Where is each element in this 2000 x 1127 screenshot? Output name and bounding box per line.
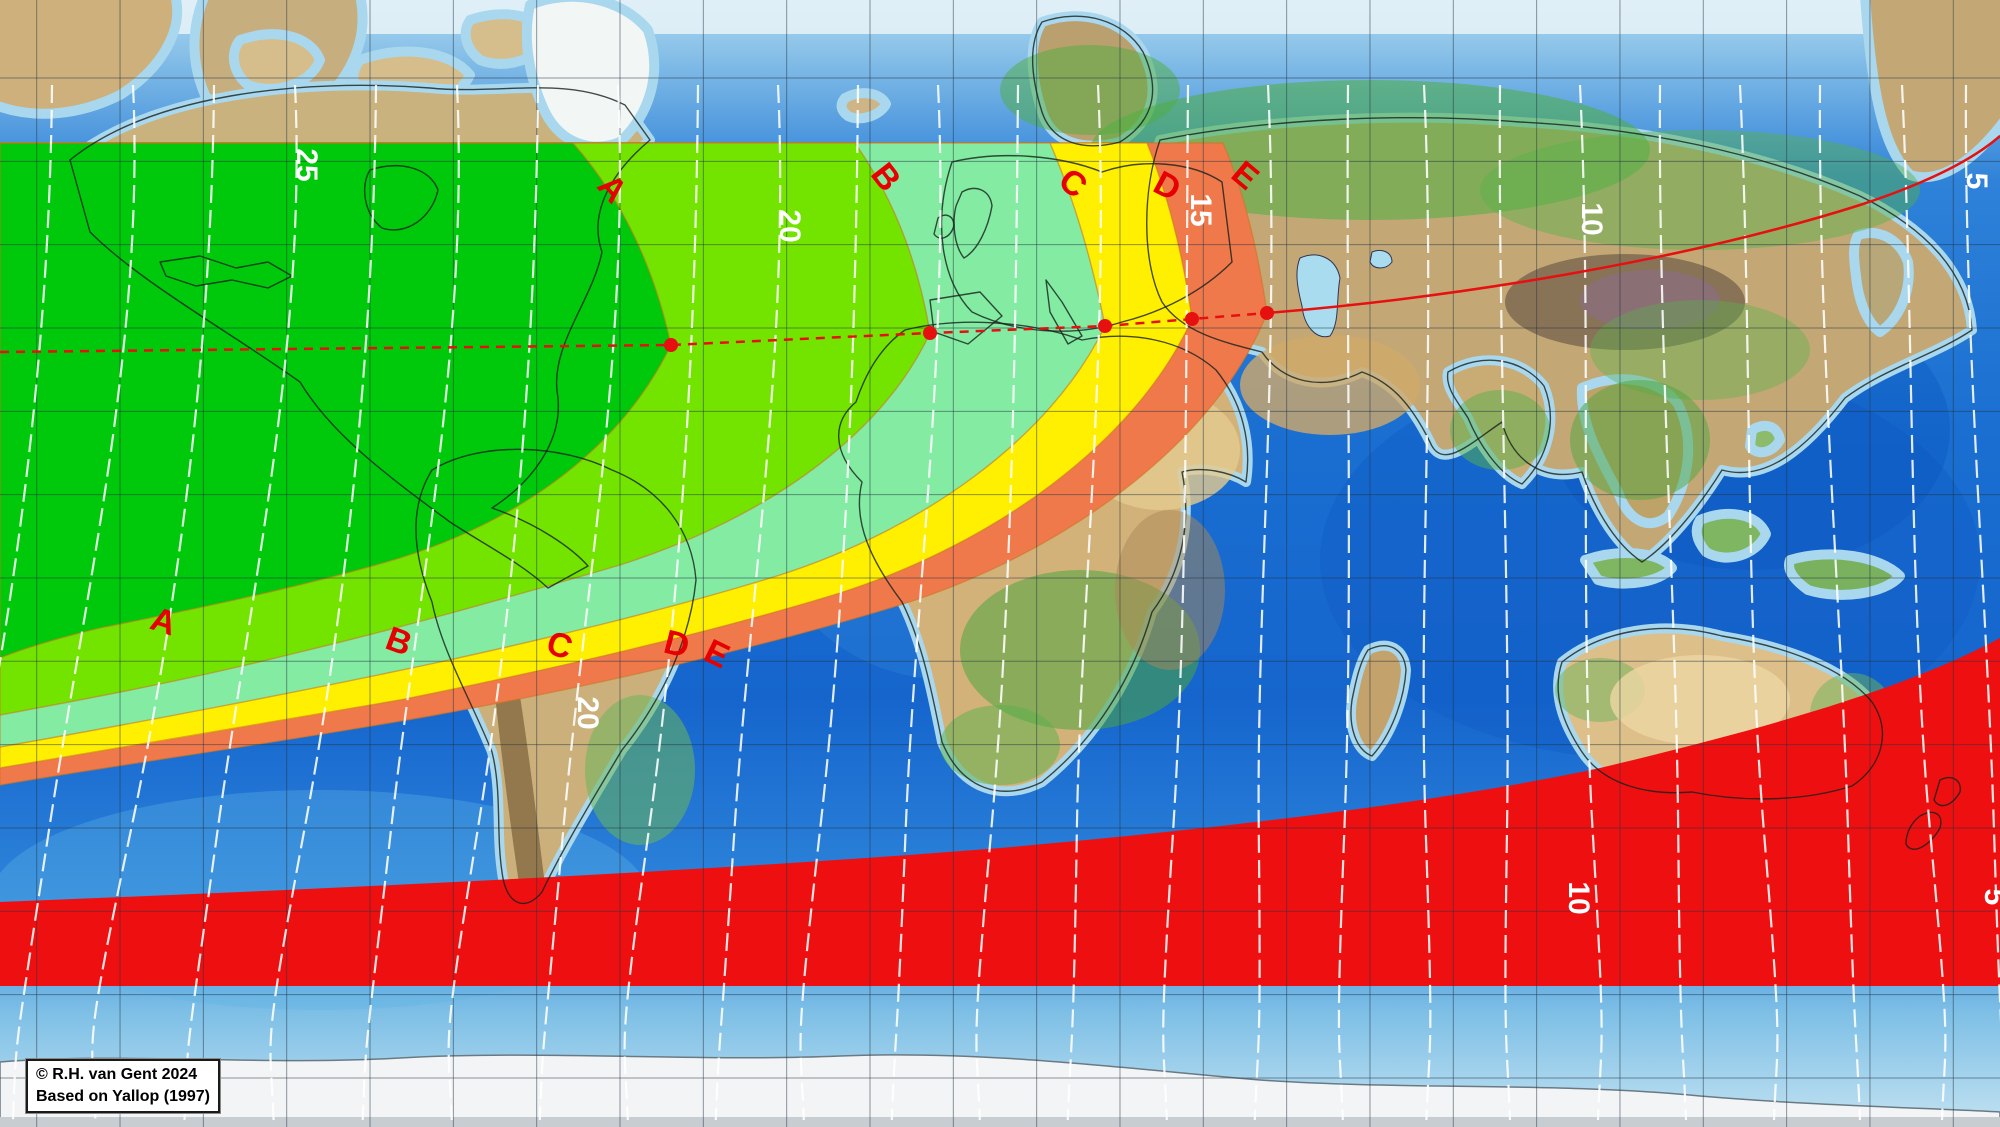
contour-label-15-top: 15 [1184,193,1217,226]
contour-label-10-top: 10 [1575,202,1608,235]
contour-line [1498,84,1512,1121]
contour-line [538,84,622,1121]
zone-vertex-dot [1185,312,1199,326]
contour-line [1162,84,1190,1121]
contour-label-10-bottom: 10 [1562,881,1595,914]
contour-line [447,84,540,1121]
zone-vertex-dot [664,338,678,352]
contour-line [890,84,942,1121]
contour-line [1738,84,1779,1121]
contour-line [1900,84,1947,1121]
contour-line [799,84,860,1121]
credit-line-2: Based on Yallop (1997) [36,1087,210,1105]
contour-label-25-top: 25 [290,148,323,181]
contour-line [1964,84,2000,1024]
land-indonesia [1580,548,1677,589]
land-philippines [1745,420,1785,458]
contour-line [975,84,1020,1121]
coastline-overlay [69,15,1973,904]
land-greenland [521,0,660,152]
contour-line [0,84,54,669]
credit-box: © R.H. van Gent 2024 Based on Yallop (19… [26,1059,220,1114]
contour-line [1066,84,1102,1121]
contour-line [183,84,298,1121]
contour-line [269,84,378,1121]
contour-line [1818,84,1862,1121]
zone-vertex-dot [923,326,937,340]
land-kamchatka [1860,0,2000,183]
antarctica-layer [0,1054,2000,1127]
zone-vertex-dot [1098,319,1112,333]
contour-line [361,84,460,1121]
contour-line [714,84,782,1121]
caspian-sea [1296,254,1341,338]
land-new-guinea [1784,549,1905,600]
land-japan [1849,228,1914,337]
land-borneo [1691,508,1771,563]
contour-value-labels: 25 20 15 10 5 20 10 5 [290,148,2000,914]
best-time-line [0,135,2000,354]
zone-vertex-dots [664,306,1274,352]
visibility-zones [0,142,1268,786]
contour-label-20-bottom: 20 [571,696,604,729]
contour-label-5-bottom: 5 [1978,889,2000,906]
contour-line [1253,84,1273,1121]
aral-sea [1369,249,1393,269]
contour-line [11,84,136,1121]
contour-line [1658,84,1688,1121]
zone-vertex-dot [1260,306,1274,320]
contour-line [1578,84,1603,1121]
land-arctic-islands [228,29,325,94]
contour-lines [0,84,2000,1121]
contour-line [1337,84,1350,1121]
best-time-line-dashed [0,311,1268,354]
land-iceland [836,88,891,124]
contour-line [623,84,700,1121]
best-time-line-solid [1266,135,2000,315]
not-visible-band [0,638,2000,986]
contour-label-5-top: 5 [1960,173,1993,190]
zone-a-region [0,142,672,659]
contour-line [1422,84,1432,1121]
contour-line [91,84,216,1121]
contour-label-20-top: 20 [773,209,806,242]
land-antarctica [0,1054,2000,1127]
credit-line-1: © R.H. van Gent 2024 [36,1066,198,1083]
